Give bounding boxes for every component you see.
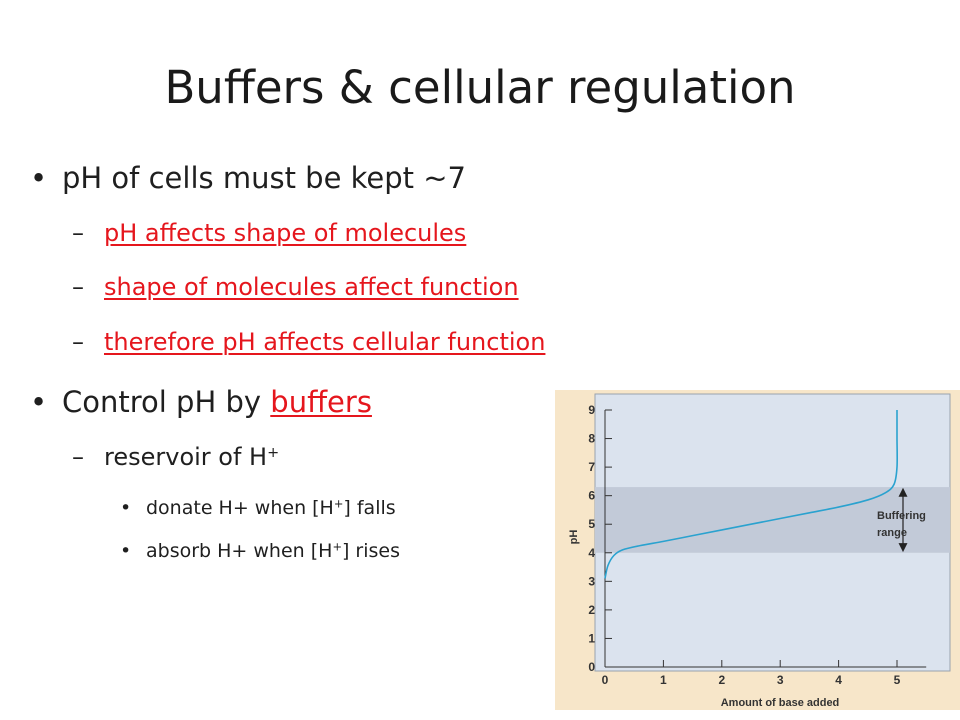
bullet-dot: • (30, 385, 48, 419)
link-ph-affects-cellular[interactable]: therefore pH affects cellular function (104, 328, 546, 356)
x-tick-label: 5 (894, 673, 901, 687)
y-tick-label: 2 (588, 603, 595, 617)
y-tick-label: 3 (588, 574, 595, 588)
y-tick-label: 5 (588, 517, 595, 531)
buffering-range-arrow (898, 487, 908, 553)
absorb-text-end: ] rises (341, 540, 401, 562)
buffer-titration-chart: 0 1 2 3 4 5 6 7 8 9 0 1 2 3 4 5 Buffering range pH Amo… (555, 390, 960, 710)
dash-marker: – (72, 328, 84, 356)
superscript-plus: + (267, 445, 280, 462)
x-tick-label: 4 (835, 673, 842, 687)
dash-marker: – (72, 219, 84, 247)
x-ticks: 0 1 2 3 4 5 (602, 660, 901, 687)
control-ph-text: Control pH by (62, 385, 271, 419)
arrow-head-up-icon (898, 487, 908, 497)
buffering-label: Buffering (877, 510, 926, 522)
range-label: range (877, 527, 907, 539)
sub-bullet-ph-affects-cellular[interactable]: therefore pH affects cellular function (104, 327, 545, 357)
arrow-head-down-icon (898, 543, 908, 553)
x-tick-label: 0 (602, 673, 609, 687)
y-tick-label: 0 (588, 660, 595, 674)
bullet-dot: • (120, 497, 132, 519)
x-tick-label: 3 (777, 673, 784, 687)
dash-marker: – (72, 273, 84, 301)
y-tick-label: 1 (588, 631, 595, 645)
y-tick-label: 6 (588, 489, 595, 503)
bullet-ph-cells: pH of cells must be kept ~7 (62, 161, 466, 195)
sub-bullet-reservoir: reservoir of H+ (104, 442, 279, 472)
reservoir-text: reservoir of H (104, 443, 268, 471)
donate-text-end: ] falls (343, 497, 396, 519)
bullet-control-ph: Control pH by buffers (62, 384, 372, 420)
x-axis-label: Amount of base added (721, 697, 840, 709)
titration-curve (604, 410, 899, 579)
link-ph-affects-shape[interactable]: pH affects shape of molecules (104, 219, 467, 247)
sub-sub-bullet-donate: donate H+ when [H+] falls (146, 496, 396, 520)
x-tick-label: 1 (660, 673, 667, 687)
superscript-plus: + (332, 539, 342, 554)
y-tick-label: 4 (588, 546, 595, 560)
donate-text: donate H+ when [H (146, 497, 334, 519)
sub-bullet-ph-affects-shape[interactable]: pH affects shape of molecules (104, 218, 466, 248)
bullet-dot: • (30, 161, 48, 195)
absorb-text: absorb H+ when [H (146, 540, 333, 562)
y-axis-label: pH (568, 530, 580, 545)
link-shape-affects-function[interactable]: shape of molecules affect function (104, 273, 519, 301)
sub-sub-bullet-absorb: absorb H+ when [H+] rises (146, 539, 400, 563)
slide-title: Buffers & cellular regulation (164, 61, 796, 114)
y-tick-label: 9 (588, 403, 595, 417)
y-ticks: 0 1 2 3 4 5 6 7 8 9 (588, 403, 612, 674)
x-tick-label: 2 (718, 673, 725, 687)
y-tick-label: 8 (588, 432, 595, 446)
link-buffers[interactable]: buffers (270, 385, 372, 419)
y-tick-label: 7 (588, 460, 595, 474)
dash-marker: – (72, 443, 84, 471)
superscript-plus: + (333, 496, 344, 511)
sub-bullet-shape-affects-function[interactable]: shape of molecules affect function (104, 272, 519, 302)
bullet-dot: • (120, 540, 132, 562)
